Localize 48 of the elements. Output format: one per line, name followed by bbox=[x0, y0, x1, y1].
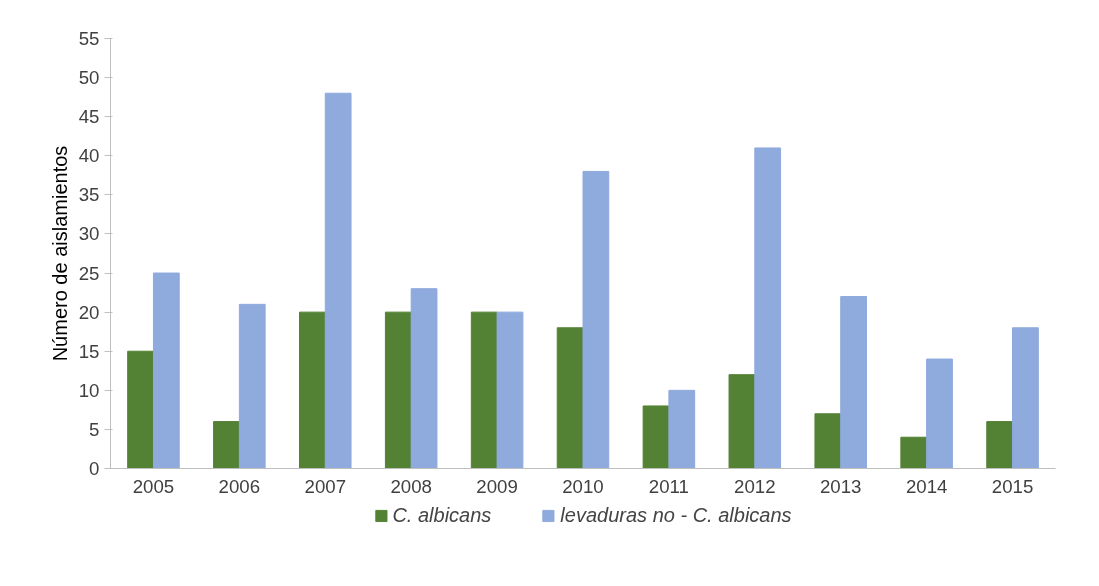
bar bbox=[384, 311, 412, 469]
x-tick-label: 2011 bbox=[648, 475, 689, 497]
y-tick-label: 45 bbox=[78, 106, 100, 128]
legend-label: levaduras no - C. albicans bbox=[560, 503, 792, 527]
x-tick-label: 2010 bbox=[562, 475, 604, 497]
bar bbox=[1012, 327, 1039, 469]
x-tick-label: 2013 bbox=[819, 475, 862, 497]
y-tick-label: 40 bbox=[78, 145, 100, 167]
bar bbox=[496, 311, 524, 469]
bar bbox=[238, 303, 266, 469]
x-tick-label: 2012 bbox=[734, 475, 776, 497]
bar bbox=[213, 421, 240, 469]
y-tick-label: 55 bbox=[78, 28, 100, 49]
bar bbox=[556, 327, 584, 469]
y-tick-label: 35 bbox=[78, 184, 100, 206]
x-tick-label: 2008 bbox=[390, 475, 432, 497]
x-tick-label: 2005 bbox=[132, 475, 175, 497]
y-tick-label: 0 bbox=[89, 458, 100, 479]
bar bbox=[152, 272, 180, 469]
y-tick-label: 20 bbox=[78, 301, 100, 323]
y-axis-title: Número de aislamientos bbox=[48, 145, 71, 362]
bar bbox=[324, 92, 352, 469]
x-tick-label: 2014 bbox=[905, 475, 948, 497]
x-tick-label: 2007 bbox=[304, 475, 347, 497]
bar bbox=[299, 311, 326, 469]
x-tick-label: 2006 bbox=[218, 475, 261, 497]
y-tick-label: 30 bbox=[78, 223, 100, 245]
x-tick-label: 2015 bbox=[991, 475, 1034, 497]
y-tick-label: 10 bbox=[78, 379, 100, 401]
bar bbox=[728, 374, 756, 469]
bar bbox=[986, 421, 1014, 469]
bar bbox=[814, 413, 842, 469]
bar bbox=[900, 436, 928, 469]
y-tick-label: 5 bbox=[89, 418, 100, 440]
bar bbox=[470, 311, 498, 469]
bar bbox=[642, 405, 670, 469]
bar bbox=[754, 147, 782, 469]
x-tick-label: 2009 bbox=[476, 475, 518, 497]
bar bbox=[582, 170, 610, 469]
y-tick-label: 25 bbox=[78, 262, 100, 284]
bar bbox=[668, 389, 696, 469]
bar bbox=[840, 296, 867, 469]
bar bbox=[127, 350, 154, 469]
bar bbox=[410, 288, 438, 469]
legend-label: C. albicans bbox=[392, 503, 492, 527]
y-tick-label: 15 bbox=[78, 340, 100, 362]
y-tick-label: 50 bbox=[78, 67, 100, 89]
bar bbox=[926, 358, 953, 469]
